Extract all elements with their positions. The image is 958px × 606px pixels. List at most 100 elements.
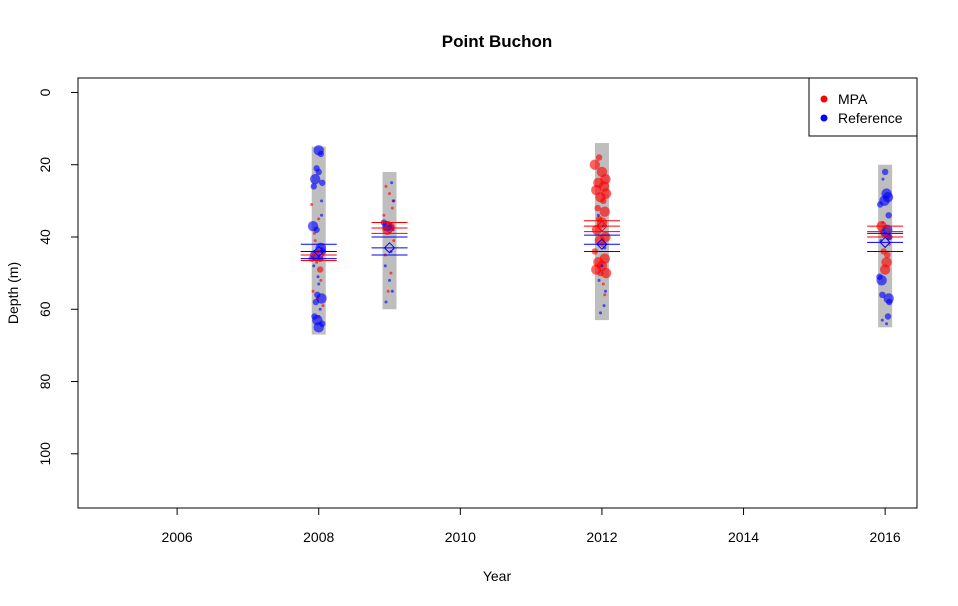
y-tick-label: 0 bbox=[37, 88, 53, 96]
reference-point bbox=[885, 212, 892, 219]
y-tick-label: 20 bbox=[37, 157, 53, 173]
plot-frame bbox=[77, 77, 918, 509]
reference-point bbox=[311, 313, 318, 320]
x-tick-label: 2008 bbox=[303, 529, 334, 545]
mpa-point bbox=[386, 289, 390, 293]
mpa-point bbox=[316, 266, 324, 273]
mpa-point bbox=[589, 159, 601, 170]
reference-point bbox=[310, 183, 317, 190]
legend-label: MPA bbox=[838, 91, 868, 107]
y-tick-label: 40 bbox=[37, 229, 53, 245]
mpa-point bbox=[389, 271, 393, 275]
mpa-point bbox=[603, 293, 607, 297]
mpa-point bbox=[392, 239, 396, 243]
reference-point bbox=[316, 293, 327, 304]
reference-point bbox=[313, 226, 320, 233]
reference-point bbox=[320, 199, 324, 203]
reference-point bbox=[392, 199, 396, 203]
mean-marker bbox=[383, 242, 396, 254]
y-axis: 0 20 40 60 80 100 bbox=[37, 88, 79, 466]
chart-title: Point Buchon bbox=[442, 32, 552, 51]
reference-point bbox=[312, 298, 320, 306]
reference-point bbox=[885, 322, 889, 326]
reference-point bbox=[320, 213, 324, 217]
reference-point bbox=[596, 213, 600, 217]
y-tick-label: 60 bbox=[37, 301, 53, 317]
reference-point bbox=[390, 289, 394, 293]
reference-point bbox=[313, 322, 324, 333]
reference-point bbox=[599, 311, 603, 315]
legend-label: Reference bbox=[838, 110, 903, 126]
reference-point bbox=[884, 313, 892, 320]
mean-marker bbox=[596, 220, 608, 232]
mpa-point bbox=[591, 224, 603, 235]
depth-band bbox=[382, 171, 397, 310]
x-axis-label: Year bbox=[483, 568, 512, 584]
reference-point bbox=[309, 173, 321, 185]
y-tick-label: 80 bbox=[37, 374, 53, 390]
mean-marker bbox=[596, 238, 608, 250]
mpa-point bbox=[384, 184, 388, 188]
reference-point bbox=[390, 181, 394, 185]
mpa-point bbox=[388, 192, 392, 196]
reference-point bbox=[317, 150, 325, 158]
reference-point bbox=[317, 282, 321, 286]
summary-statistics bbox=[300, 220, 904, 261]
reference-point bbox=[319, 179, 326, 186]
legend-marker bbox=[820, 114, 828, 122]
mpa-point bbox=[881, 221, 885, 225]
mpa-point bbox=[600, 267, 612, 279]
reference-point bbox=[886, 298, 893, 306]
mpa-point bbox=[319, 278, 323, 282]
x-tick-label: 2006 bbox=[162, 529, 193, 545]
mpa-point bbox=[879, 264, 891, 275]
x-tick-label: 2010 bbox=[445, 529, 476, 545]
mpa-point bbox=[315, 260, 319, 264]
mpa-point bbox=[599, 206, 610, 217]
x-tick-label: 2016 bbox=[870, 529, 901, 545]
y-axis-label: Depth (m) bbox=[5, 262, 21, 324]
mpa-point bbox=[600, 197, 607, 205]
reference-point bbox=[876, 201, 884, 208]
mpa-point bbox=[597, 269, 604, 277]
reference-point bbox=[602, 304, 606, 308]
mean-marker bbox=[313, 245, 325, 258]
reference-point bbox=[603, 289, 607, 293]
x-tick-label: 2014 bbox=[728, 529, 759, 545]
reference-point bbox=[318, 307, 322, 311]
reference-point bbox=[881, 168, 889, 176]
mpa-point bbox=[313, 239, 317, 243]
reference-point bbox=[388, 278, 392, 282]
legend-box bbox=[808, 77, 918, 137]
mpa-point bbox=[317, 217, 321, 221]
reference-point bbox=[384, 300, 388, 304]
reference-point bbox=[383, 264, 387, 268]
mpa-point bbox=[321, 304, 325, 308]
depth-band bbox=[311, 146, 326, 335]
mpa-point bbox=[311, 289, 315, 293]
legend-marker bbox=[820, 95, 828, 103]
mpa-point bbox=[601, 282, 605, 286]
mpa-point bbox=[884, 251, 891, 259]
reference-point bbox=[880, 318, 884, 322]
mpa-point bbox=[310, 202, 314, 206]
mean-marker bbox=[383, 222, 396, 234]
reference-point bbox=[315, 168, 322, 176]
reference-point bbox=[881, 177, 885, 181]
mpa-point bbox=[595, 154, 603, 161]
mpa-point bbox=[382, 213, 386, 217]
mean-marker bbox=[879, 225, 891, 238]
reference-point bbox=[876, 273, 883, 280]
reference-point bbox=[597, 278, 601, 282]
reference-point bbox=[312, 264, 316, 268]
mpa-point bbox=[390, 206, 394, 210]
x-tick-label: 2012 bbox=[586, 529, 617, 545]
y-tick-label: 100 bbox=[37, 442, 53, 466]
legend: MPA Reference bbox=[808, 77, 918, 137]
mean-marker bbox=[879, 236, 891, 249]
x-axis: 2006 2008 2010 2012 2014 2016 bbox=[162, 507, 901, 545]
mpa-point bbox=[594, 204, 601, 212]
reference-point bbox=[600, 264, 604, 268]
reference-point bbox=[316, 275, 320, 279]
